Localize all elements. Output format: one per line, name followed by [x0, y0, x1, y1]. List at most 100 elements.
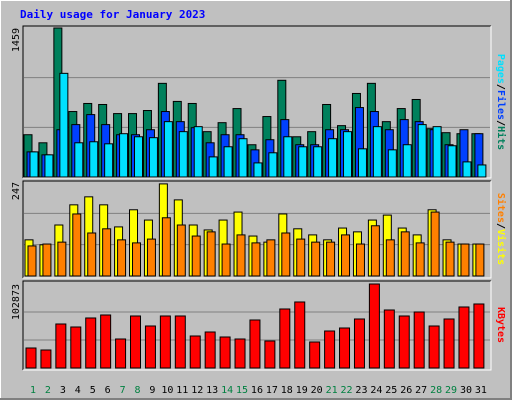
bar — [477, 164, 487, 178]
bar — [387, 149, 397, 178]
legend-entry: Hits — [495, 126, 507, 150]
bar — [236, 234, 246, 277]
bar — [413, 311, 425, 369]
x-tick-label: 21 — [326, 385, 338, 396]
bar — [251, 242, 261, 277]
bar — [430, 211, 440, 277]
x-tick-label: 7 — [120, 385, 126, 396]
bar — [460, 243, 470, 277]
x-tick-label: 9 — [149, 385, 155, 396]
x-tick-label: 20 — [311, 385, 323, 396]
bar — [163, 121, 173, 178]
bar — [445, 241, 455, 277]
bar — [294, 301, 306, 369]
bar — [385, 239, 395, 277]
bar — [298, 146, 308, 178]
x-tick-label: 5 — [90, 385, 96, 396]
bar — [27, 245, 37, 277]
bar — [174, 315, 186, 369]
bar — [87, 232, 97, 277]
x-tick-label: 12 — [191, 385, 203, 396]
bar — [357, 148, 367, 178]
bar — [324, 330, 336, 369]
x-tick-label: 31 — [475, 385, 487, 396]
legend-separator: / — [495, 223, 506, 229]
bar — [402, 144, 412, 178]
bar — [130, 315, 142, 369]
bar — [132, 242, 142, 277]
bar — [104, 143, 114, 178]
bar — [115, 338, 127, 369]
x-tick-label: 10 — [161, 385, 173, 396]
bar — [283, 136, 293, 178]
plot-border-light — [23, 181, 492, 279]
x-tick-label: 16 — [251, 385, 263, 396]
bar — [368, 283, 380, 369]
x-tick-label: 8 — [134, 385, 140, 396]
bar — [326, 241, 336, 277]
bar — [102, 228, 112, 277]
bar — [383, 309, 395, 369]
x-tick-label: 23 — [355, 385, 367, 396]
legend: KBytes — [495, 307, 506, 343]
bar — [353, 318, 365, 369]
y-tick-label: 102873 — [11, 284, 22, 320]
bar — [238, 138, 248, 178]
x-tick-label: 28 — [430, 385, 442, 396]
bar — [161, 217, 171, 277]
x-tick-label: 1 — [30, 385, 36, 396]
bar — [400, 231, 410, 277]
x-tick-label: 24 — [370, 385, 382, 396]
x-tick-label: 30 — [460, 385, 472, 396]
bar — [57, 241, 67, 277]
x-tick-label: 13 — [206, 385, 218, 396]
plot-border-light — [23, 26, 492, 179]
x-tick-label: 2 — [45, 385, 51, 396]
y-tick-label: 1459 — [11, 28, 22, 52]
bar — [221, 243, 231, 277]
x-tick-label: 14 — [221, 385, 233, 396]
bar — [355, 243, 365, 277]
bar — [100, 314, 112, 369]
bar — [266, 239, 276, 277]
x-tick-label: 19 — [296, 385, 308, 396]
bar — [339, 327, 351, 369]
x-tick-label: 27 — [415, 385, 427, 396]
bar — [119, 133, 129, 178]
legend-entry: Files — [495, 90, 507, 120]
bar — [134, 136, 144, 178]
bar — [279, 308, 291, 369]
bar — [85, 317, 97, 369]
bar — [193, 126, 203, 178]
bar — [253, 162, 263, 178]
bar — [432, 126, 442, 178]
x-tick-label: 15 — [236, 385, 248, 396]
bar — [343, 131, 353, 178]
bar — [328, 138, 338, 178]
x-tick-label: 26 — [400, 385, 412, 396]
plot-border-dark — [22, 25, 491, 178]
bar — [311, 241, 321, 277]
plot-border-dark — [22, 280, 491, 370]
plot-border-dark — [22, 180, 491, 278]
bar — [25, 347, 37, 369]
bar — [146, 238, 156, 277]
bar — [415, 242, 425, 277]
bar — [191, 235, 201, 277]
legend-entry: Pages — [495, 54, 506, 84]
bar — [223, 146, 233, 178]
legend: Sites/Visits — [495, 193, 507, 265]
chart-title: Daily usage for January 2023 — [20, 8, 205, 21]
x-tick-label: 6 — [105, 385, 111, 396]
bar — [219, 336, 231, 369]
legend-separator: / — [495, 120, 506, 126]
x-tick-label: 3 — [60, 385, 66, 396]
x-tick-label: 18 — [281, 385, 293, 396]
x-tick-label: 17 — [266, 385, 278, 396]
bar — [189, 335, 201, 369]
x-tick-label: 4 — [75, 385, 81, 396]
bar — [475, 243, 485, 277]
legend: Pages/Files/Hits — [495, 54, 507, 150]
bar — [341, 234, 351, 277]
